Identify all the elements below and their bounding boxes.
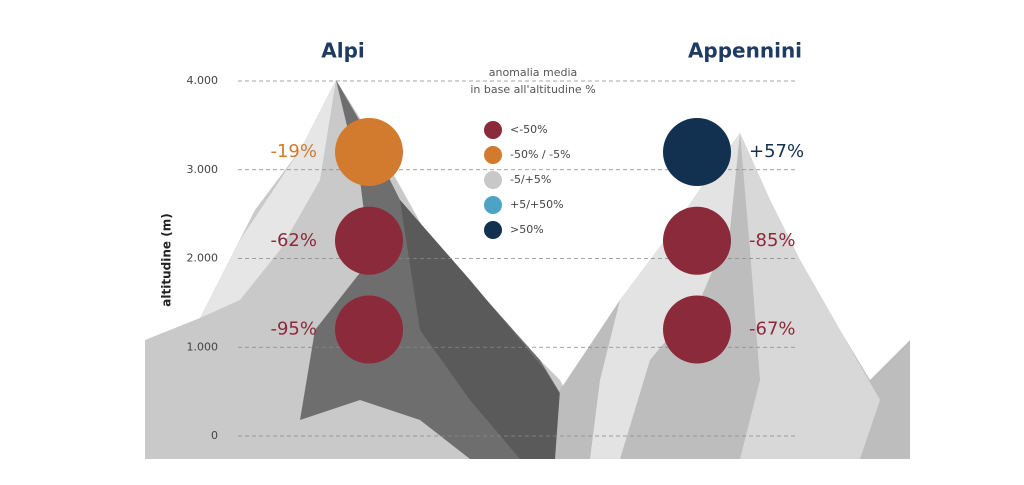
legend-swatch bbox=[484, 121, 502, 139]
legend-label: -50% / -5% bbox=[510, 148, 571, 161]
column-title: Appennini bbox=[688, 39, 802, 63]
y-tick-label: 2.000 bbox=[187, 252, 219, 265]
value-label: -62% bbox=[270, 230, 317, 251]
legend-swatch bbox=[484, 196, 502, 214]
marks: <-50% -50% / -5% -5/+5% +5/+50% >50% Alpi -19%… bbox=[270, 39, 804, 364]
legend-swatch bbox=[484, 146, 502, 164]
value-label: -67% bbox=[749, 319, 796, 340]
legend-swatch bbox=[484, 221, 502, 239]
y-tick-label: 3.000 bbox=[187, 163, 219, 176]
anomaly-dot bbox=[663, 118, 731, 186]
value-label: -19% bbox=[270, 141, 317, 162]
y-tick-label: 1.000 bbox=[187, 340, 219, 353]
value-label: +57% bbox=[749, 141, 804, 162]
mountains bbox=[145, 80, 910, 459]
alps-snow bbox=[200, 80, 336, 318]
anomaly-dot bbox=[335, 295, 403, 364]
anomaly-dot bbox=[335, 118, 403, 186]
anomaly-dot bbox=[335, 206, 403, 275]
legend-label: >50% bbox=[510, 223, 544, 236]
alps-shadow-dark bbox=[400, 200, 600, 459]
value-label: -85% bbox=[749, 230, 796, 251]
apennines-face bbox=[740, 133, 880, 459]
value-label: -95% bbox=[270, 319, 317, 340]
column-title: Alpi bbox=[321, 39, 365, 63]
subtitle: anomalia media bbox=[489, 66, 578, 79]
legend-swatch bbox=[484, 171, 502, 189]
legend-label: -5/+5% bbox=[510, 173, 551, 186]
anomaly-dot bbox=[663, 295, 731, 364]
y-axis-title: altitudine (m) bbox=[160, 213, 174, 306]
anomaly-dot bbox=[663, 206, 731, 275]
y-tick-label: 0 bbox=[211, 429, 218, 442]
legend-label: +5/+50% bbox=[510, 198, 564, 211]
legend-label: <-50% bbox=[510, 123, 548, 136]
y-tick-label: 4.000 bbox=[187, 74, 219, 87]
subtitle: in base all'altitudine % bbox=[470, 83, 595, 96]
